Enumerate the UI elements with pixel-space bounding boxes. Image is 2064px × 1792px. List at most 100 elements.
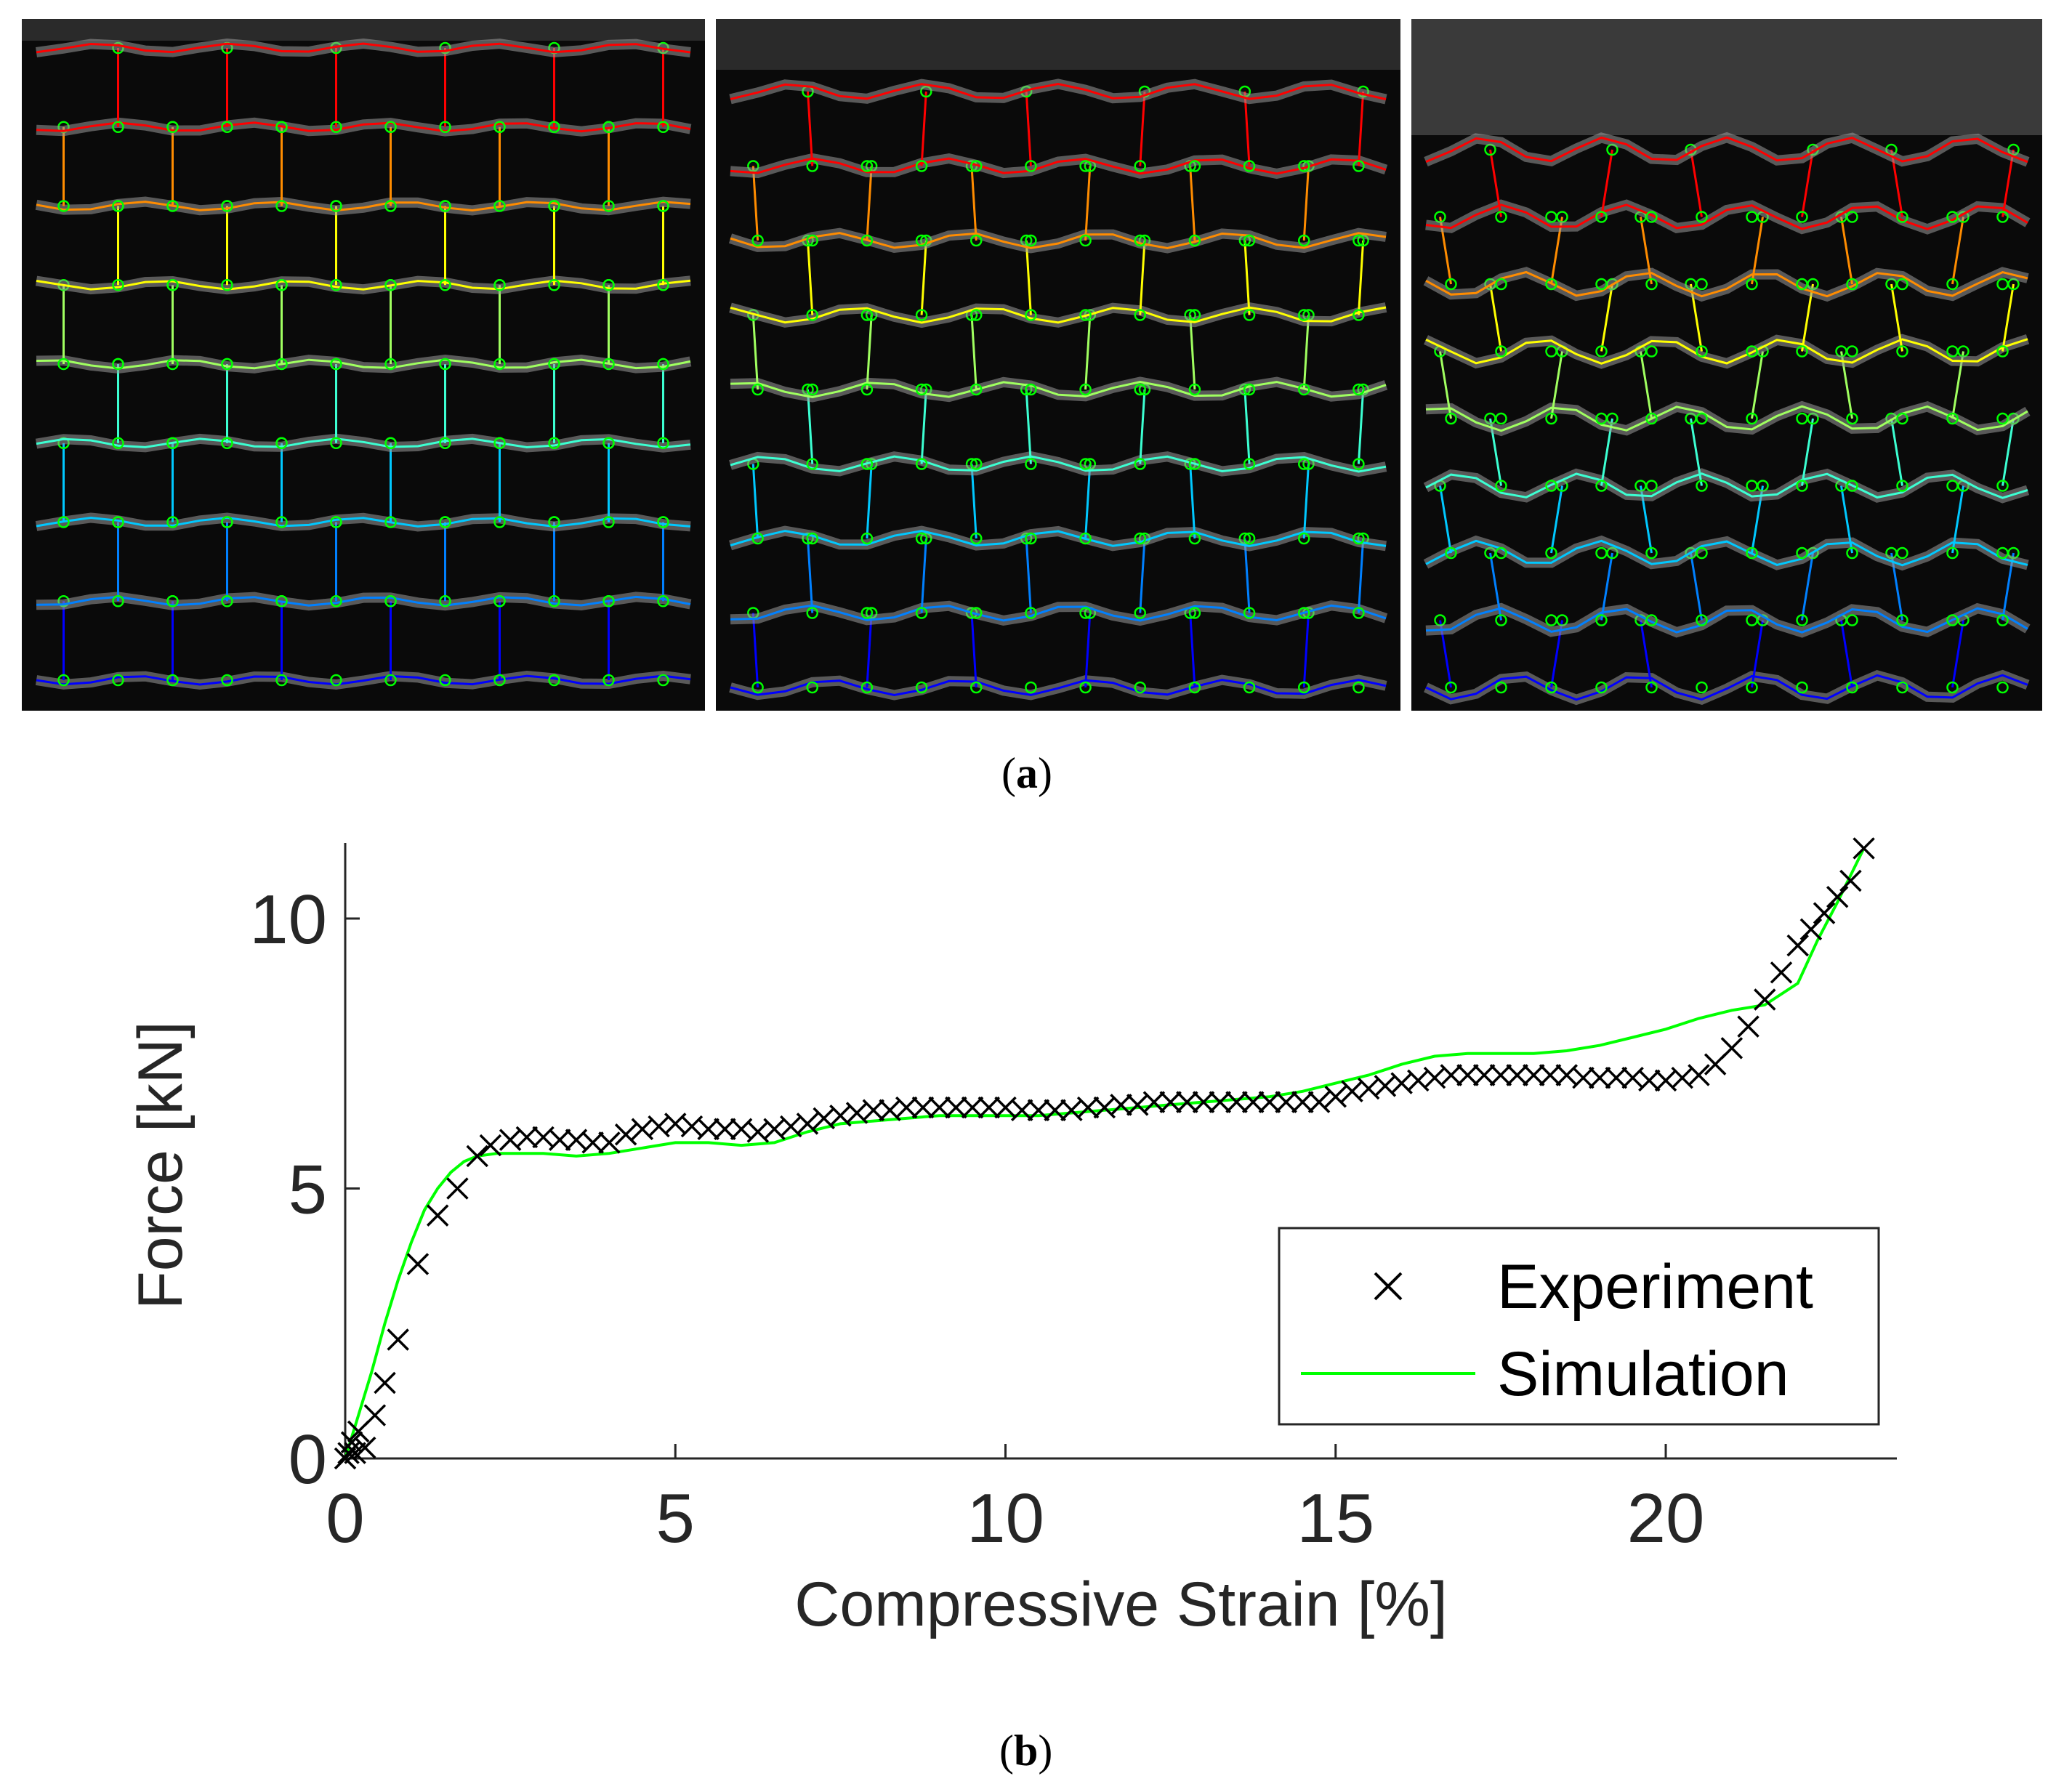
tracking-marker xyxy=(1946,614,1959,626)
tracking-marker xyxy=(1298,383,1310,396)
tracking-marker xyxy=(1243,160,1256,172)
strut-line xyxy=(1690,552,1703,621)
tracking-marker xyxy=(1243,681,1256,694)
experiment-point xyxy=(549,1129,571,1151)
displacement-line xyxy=(730,455,1387,473)
tracking-marker xyxy=(860,160,874,172)
tracking-marker xyxy=(1079,160,1092,172)
tracking-marker xyxy=(1746,412,1758,425)
tracking-marker xyxy=(384,516,397,528)
caption-b: (b) xyxy=(999,1727,1053,1775)
experiment-point xyxy=(1786,934,1809,957)
tracking-marker xyxy=(275,516,288,528)
experiment-point xyxy=(862,1099,885,1122)
strut-line xyxy=(2001,418,2015,486)
displacement-line xyxy=(36,201,691,212)
experiment-point xyxy=(406,1253,430,1275)
experiment-point xyxy=(581,1131,604,1154)
tracking-marker xyxy=(1298,309,1310,321)
tracking-marker xyxy=(1353,309,1365,321)
tracking-marker xyxy=(1353,383,1365,396)
tracking-marker xyxy=(860,532,874,545)
tracking-marker xyxy=(1696,211,1708,223)
tracking-marker xyxy=(1645,480,1658,492)
tracking-marker xyxy=(1134,160,1146,172)
strut-line xyxy=(1801,149,1814,217)
displacement-line xyxy=(730,380,1387,399)
strut-line xyxy=(1084,166,1092,241)
tracking-marker xyxy=(384,595,397,608)
tracking-marker xyxy=(384,358,397,371)
strut-line xyxy=(1951,217,1964,285)
y-tick-label: 10 xyxy=(249,881,327,958)
tracking-marker xyxy=(1996,345,2009,358)
tracking-marker xyxy=(1846,546,1858,560)
experiment-point xyxy=(977,1096,1001,1119)
tracking-marker xyxy=(1846,345,1858,358)
experiment-point xyxy=(1605,1066,1628,1089)
experiment-point xyxy=(363,1404,387,1426)
tracking-marker xyxy=(275,358,288,371)
tracking-marker xyxy=(493,279,506,291)
displacement-line xyxy=(1425,607,2028,634)
displacement-line xyxy=(730,604,1387,622)
tracking-marker xyxy=(1545,614,1557,626)
tracking-marker xyxy=(1545,211,1557,223)
experiment-point xyxy=(1506,1064,1528,1086)
experiment-point xyxy=(1799,918,1823,941)
tracking-marker xyxy=(1946,278,1959,291)
tracking-marker xyxy=(221,121,233,133)
tracking-marker xyxy=(657,200,669,212)
platen xyxy=(716,19,1400,70)
tracking-marker xyxy=(806,681,818,694)
displacement-line xyxy=(36,358,691,370)
strut-line xyxy=(1357,91,1365,166)
displacement-line xyxy=(36,437,691,449)
displacement-line xyxy=(1425,270,2028,298)
tracking-marker xyxy=(493,358,506,371)
strut-line xyxy=(751,464,759,539)
tracking-marker xyxy=(1495,278,1507,291)
tracking-marker xyxy=(1079,458,1092,470)
strut-line xyxy=(1189,166,1196,241)
tracking-marker xyxy=(1946,211,1959,223)
tracking-marker xyxy=(1243,532,1256,545)
tracking-marker xyxy=(1353,234,1365,247)
tracking-marker xyxy=(657,121,669,133)
tracking-marker xyxy=(1746,345,1758,358)
experiment-point xyxy=(1539,1064,1562,1086)
tracking-marker xyxy=(1079,681,1092,694)
strut-line xyxy=(970,613,977,688)
tracking-marker xyxy=(1746,278,1758,291)
tracking-marker xyxy=(384,279,397,291)
tracking-marker xyxy=(1188,160,1201,172)
tracking-marker xyxy=(1495,412,1507,425)
tracking-marker xyxy=(1595,345,1608,358)
tracking-marker xyxy=(602,200,615,212)
strut-line xyxy=(1025,91,1032,166)
strut-line xyxy=(1139,240,1146,315)
tracking-marker xyxy=(1796,681,1808,694)
dic-frame-2-overlay xyxy=(716,19,1400,701)
tracking-marker xyxy=(1645,345,1658,358)
strut-line xyxy=(1890,418,1903,486)
strut-line xyxy=(1302,464,1310,539)
strut-line xyxy=(1890,283,1903,352)
tracking-marker xyxy=(439,595,451,608)
tracking-marker xyxy=(970,458,983,470)
tracking-marker xyxy=(1495,480,1507,492)
tracking-marker xyxy=(1746,546,1758,560)
tracking-marker xyxy=(1595,614,1608,626)
tracking-marker xyxy=(1079,234,1092,247)
tracking-marker xyxy=(166,121,179,133)
tracking-marker xyxy=(1353,532,1365,545)
tracking-marker xyxy=(1243,309,1256,321)
experiment-point xyxy=(1638,1069,1661,1092)
tracking-marker xyxy=(439,279,451,291)
tracking-marker xyxy=(1025,234,1037,247)
tracking-marker xyxy=(221,200,233,212)
experiment-point xyxy=(1176,1091,1198,1113)
experiment-point xyxy=(1044,1099,1066,1122)
tracking-marker xyxy=(1545,681,1557,694)
displacement-line xyxy=(1425,539,2028,567)
